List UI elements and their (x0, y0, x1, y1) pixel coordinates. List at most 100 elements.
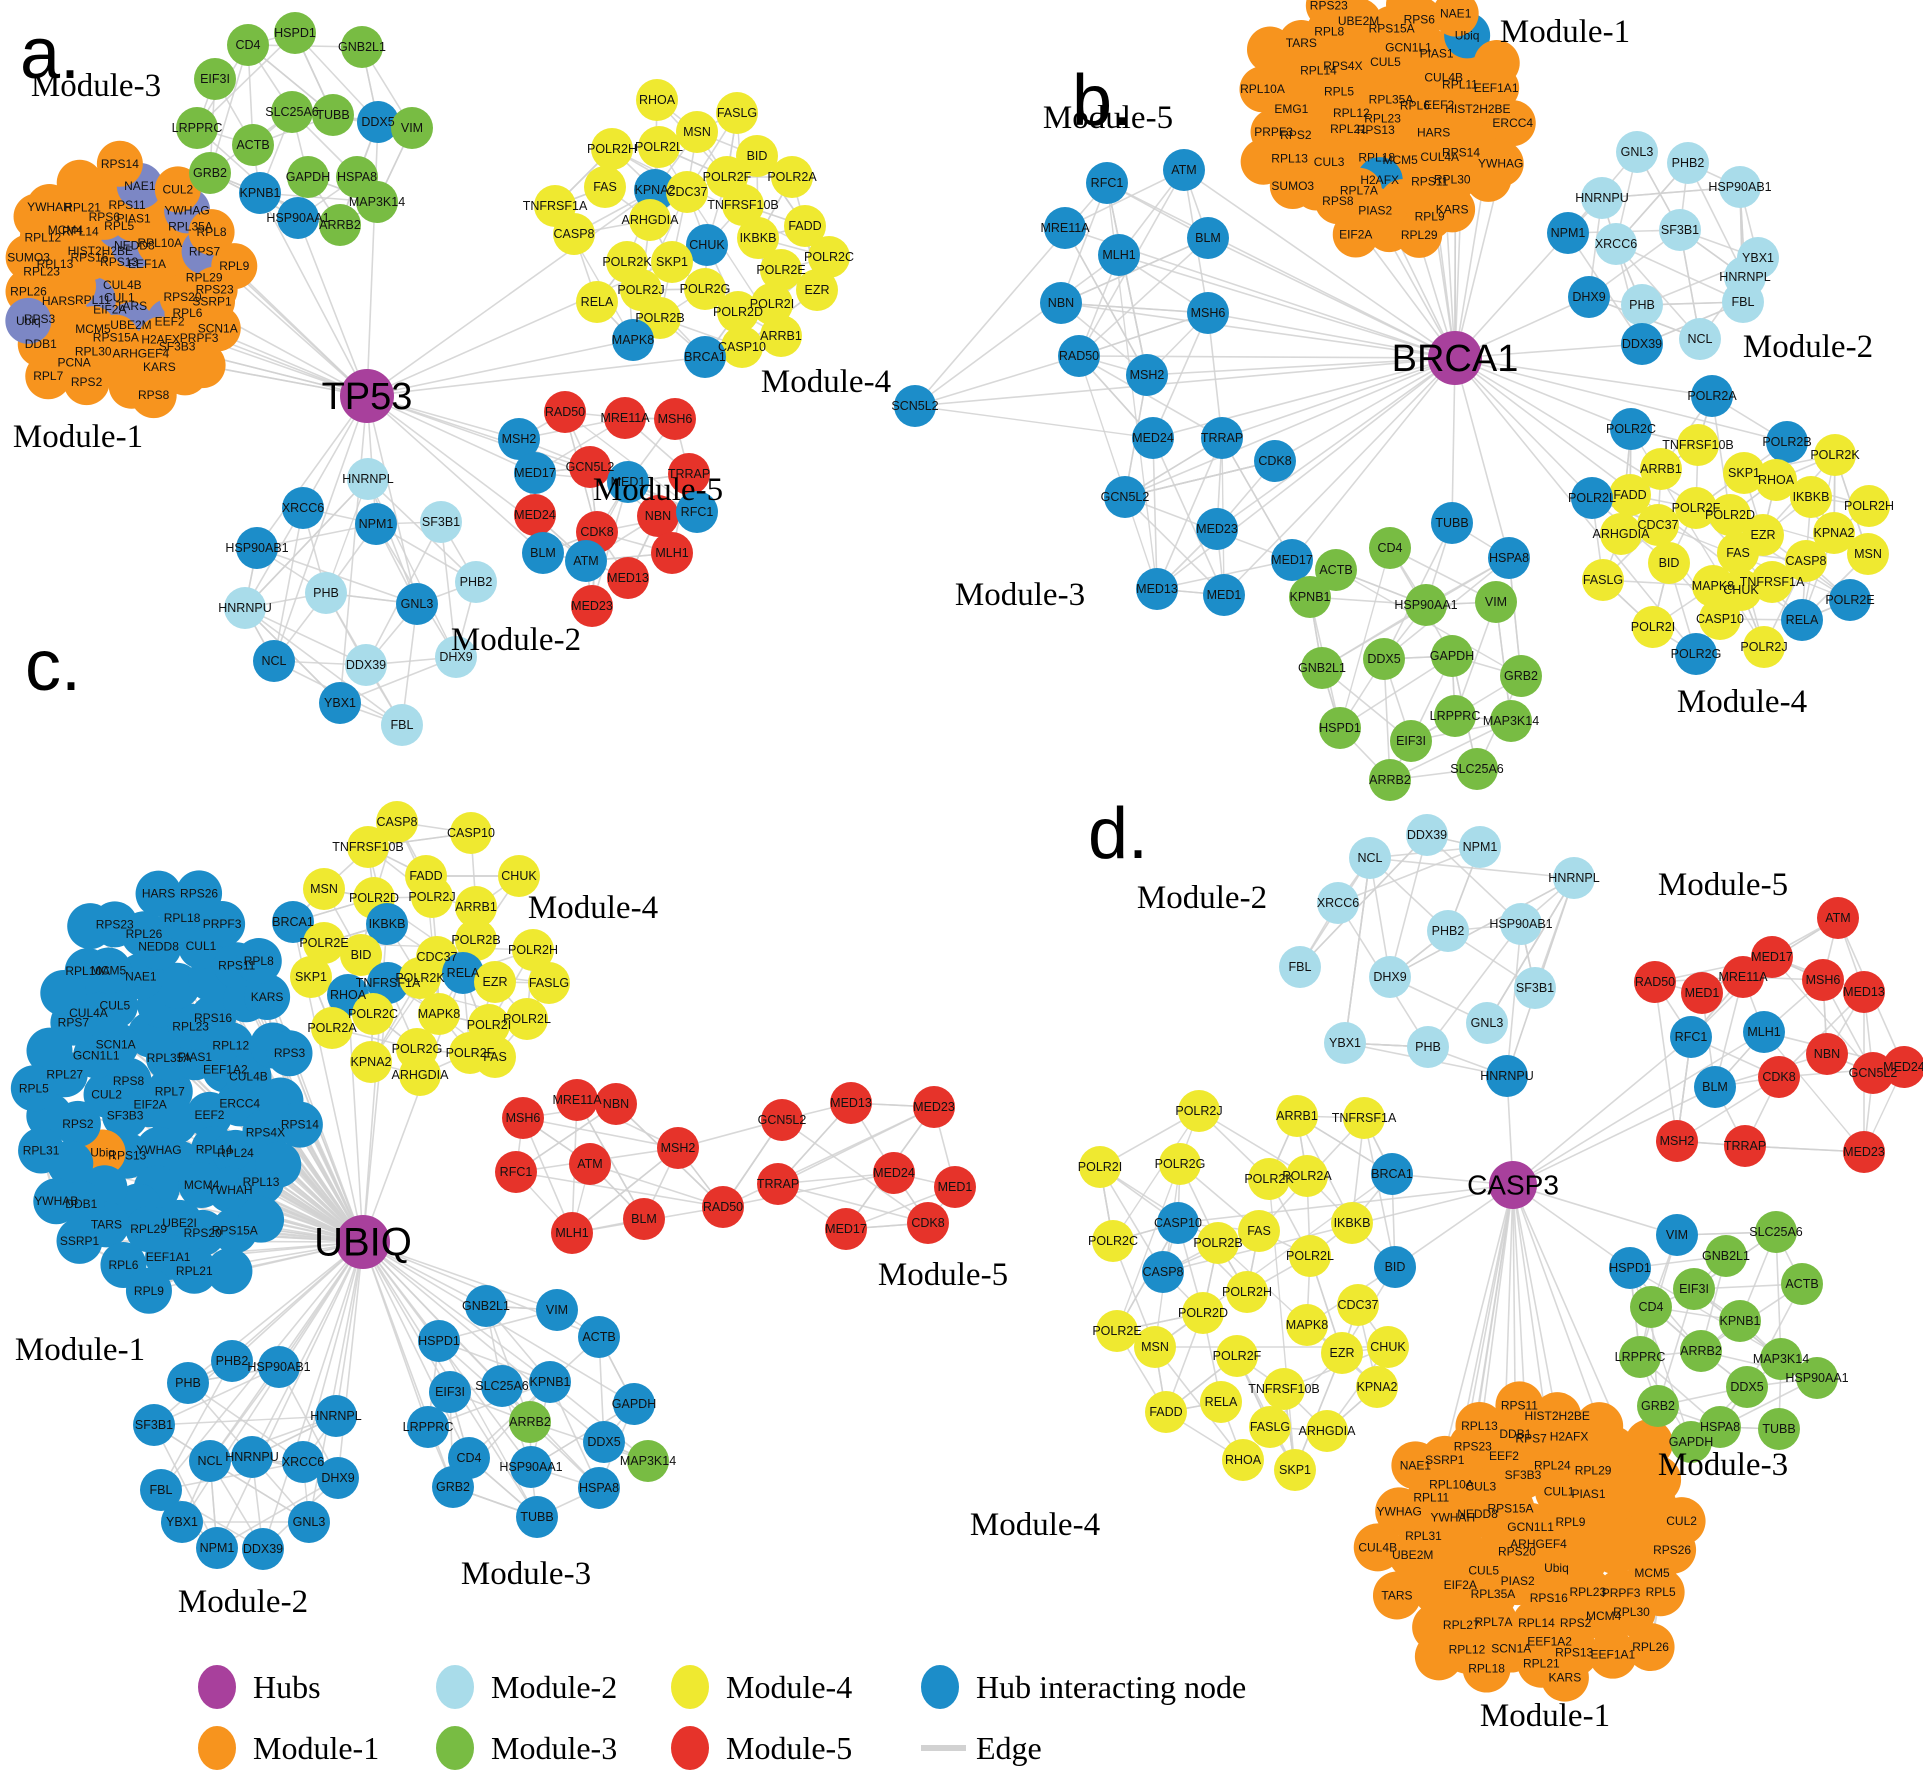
node-POLR2D (1709, 494, 1751, 536)
node-DHX9 (1568, 276, 1610, 318)
node-CASP10 (721, 326, 763, 368)
node-MSH6 (654, 398, 696, 440)
node-unlabeled (40, 970, 87, 1017)
node-label-CASP8: CASP8 (1143, 1265, 1184, 1279)
node-KPNA2 (1813, 512, 1855, 554)
node-label-CUL2: CUL2 (1666, 1514, 1697, 1528)
node-label-RPS26: RPS26 (1653, 1543, 1691, 1557)
node-label-POLR2A: POLR2A (767, 170, 817, 184)
node-EIF3I (1390, 720, 1432, 762)
node-label-DHX9: DHX9 (321, 1471, 354, 1485)
node-ARRB1 (1640, 448, 1682, 490)
edge (1389, 877, 1575, 978)
node-label-ARRB2: ARRB2 (509, 1415, 551, 1429)
node-label-KPNA2: KPNA2 (1814, 526, 1855, 540)
node-MED24 (514, 494, 556, 536)
node-label-MAPK8: MAPK8 (612, 333, 654, 347)
node-label-GCN1L1: GCN1L1 (1507, 1520, 1554, 1534)
node-FADD (784, 205, 826, 247)
node-label-KPNB1: KPNB1 (530, 1375, 571, 1389)
node-label-KARS: KARS (143, 360, 176, 374)
node-label-FADD: FADD (1149, 1405, 1182, 1419)
edge (1060, 302, 1456, 359)
node-label-RPS2: RPS2 (71, 375, 103, 389)
node-label-ARHGDIA: ARHGDIA (622, 213, 680, 227)
node-label-RPL9: RPL9 (219, 259, 249, 273)
node-label-POLR2E: POLR2E (299, 936, 348, 950)
node-MED1 (607, 461, 649, 503)
edge (515, 1171, 724, 1208)
node-RAD50 (702, 1186, 744, 1228)
node-unlabeled (179, 342, 226, 389)
node-label-PCNA: PCNA (57, 355, 90, 369)
node-NBN (637, 495, 679, 537)
edge (427, 1381, 551, 1428)
node-label-FAS: FAS (1247, 1224, 1271, 1238)
edge (362, 1241, 635, 1405)
node-label-ARHGDIA: ARHGDIA (1299, 1424, 1357, 1438)
node-label-NBN: NBN (1814, 1047, 1840, 1061)
edge (1078, 355, 1158, 590)
node-unlabeled (56, 159, 103, 206)
node-label-CD4: CD4 (1377, 541, 1402, 555)
node-ARRB2 (1369, 759, 1411, 801)
node-label-TNFRSF10B: TNFRSF10B (1662, 438, 1734, 452)
node-label-RPL13: RPL13 (1271, 152, 1308, 166)
node-MED13 (830, 1082, 872, 1124)
node-label-MLH1: MLH1 (655, 546, 688, 560)
node-RPL10A (1239, 66, 1286, 113)
node-POLR2H (591, 128, 633, 170)
node-label-Ubiq: Ubiq (1544, 1561, 1569, 1575)
node-label-FADD: FADD (788, 219, 821, 233)
node-label-TUBB: TUBB (1435, 516, 1468, 530)
edge (1124, 460, 1276, 498)
edge (1221, 437, 1293, 561)
node-TRRAP (757, 1163, 799, 1205)
node-MED17 (1271, 539, 1313, 581)
node-POLR2E (760, 249, 802, 291)
node-label-ARRB1: ARRB1 (1640, 462, 1682, 476)
node-label-ATM: ATM (1171, 163, 1196, 177)
node-label-POLR2C: POLR2C (1088, 1234, 1138, 1248)
node-NAE1 (1432, 0, 1479, 37)
edge (1454, 357, 1593, 499)
node-label-CASP8: CASP8 (1786, 554, 1827, 568)
node-label-POLR2B: POLR2B (451, 933, 500, 947)
node-label-RPL27: RPL27 (46, 1067, 83, 1081)
node-FAS (1717, 532, 1759, 574)
node-label-BLM: BLM (631, 1212, 657, 1226)
node-GRB2 (1500, 655, 1542, 697)
node-POLR2K (399, 957, 441, 999)
node-label-ARRB2: ARRB2 (319, 218, 361, 232)
node-label-NPM1: NPM1 (1463, 840, 1498, 854)
node-label-LRPPRC: LRPPRC (1615, 1350, 1666, 1364)
node-ATM (565, 540, 607, 582)
node-label-CHUK: CHUK (689, 238, 725, 252)
node-KARS (244, 973, 291, 1020)
node-label-MAPK8: MAPK8 (418, 1007, 460, 1021)
node-POLR2A (771, 156, 813, 198)
node-label-FAS: FAS (593, 180, 617, 194)
node-label-KPNB1: KPNB1 (240, 186, 281, 200)
node-TNFRSF10B (347, 826, 389, 868)
node-CASP8 (1785, 540, 1827, 582)
panel-letter: d. (1088, 794, 1148, 874)
node-label-HNRNPU: HNRNPU (225, 1450, 278, 1464)
hub-node-BRCA1 (1428, 331, 1482, 385)
node-RHOA (636, 79, 678, 121)
node-label-POLR2I: POLR2I (750, 297, 794, 311)
node-label-RPL26: RPL26 (1632, 1640, 1669, 1654)
edge (1454, 232, 1569, 359)
legend-label-module-5: Module-5 (726, 1730, 852, 1766)
node-label-POLR2F: POLR2F (1213, 1349, 1262, 1363)
module-label: Module-3 (1658, 1447, 1788, 1483)
node-label-EIF3I: EIF3I (1396, 734, 1426, 748)
node-label-HSP90AA1: HSP90AA1 (499, 1460, 562, 1474)
node-label-TUBB: TUBB (520, 1510, 553, 1524)
node-HSPD1 (1319, 707, 1361, 749)
node-label-DDB1: DDB1 (1499, 1427, 1531, 1441)
node-label-BLM: BLM (1702, 1080, 1728, 1094)
node-label-RPL11: RPL11 (75, 293, 111, 307)
edge (1156, 437, 1223, 590)
node-label-POLR2L: POLR2L (503, 1012, 551, 1026)
